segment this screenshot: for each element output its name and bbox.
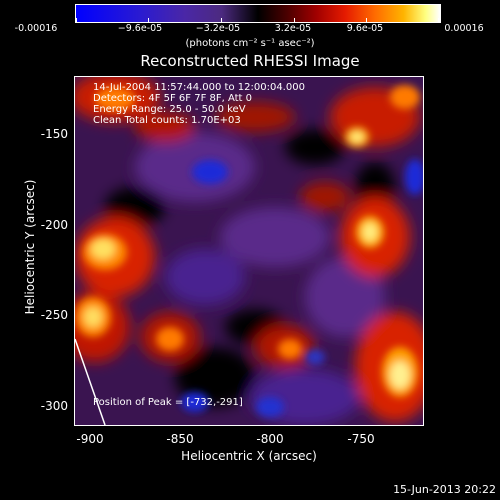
colorbar-tick-label: −3.2e-05 <box>195 23 241 34</box>
y-axis-label: Heliocentric Y (arcsec) <box>23 179 37 315</box>
y-tick-label: -200 <box>40 218 68 232</box>
colorbar-tick-label: 9.6e-05 <box>346 23 384 34</box>
x-tick-label: -750 <box>347 432 375 446</box>
rhessi-image-map <box>75 77 423 425</box>
x-tick-label: -850 <box>166 432 194 446</box>
info-peak-position: Position of Peak = [-732,-291] <box>93 397 243 408</box>
x-tick-label: -800 <box>256 432 284 446</box>
colorbar-tick-label: -0.00016 <box>14 23 58 34</box>
info-time-range: 14-Jul-2004 11:57:44.000 to 12:00:04.000 <box>93 82 305 93</box>
colorbar-tick-label: 3.2e-05 <box>274 23 312 34</box>
info-clean-counts: Clean Total counts: 1.70E+03 <box>93 115 241 126</box>
colorbar-tick-label: 0.00016 <box>444 23 484 34</box>
colorbar-tick-mark <box>366 18 367 22</box>
info-energy-range: Energy Range: 25.0 - 50.0 keV <box>93 104 246 115</box>
colorbar-tick-mark <box>294 18 295 22</box>
x-tick-label: -900 <box>76 432 104 446</box>
colorbar-tick-mark <box>76 18 77 22</box>
y-tick-label: -250 <box>40 308 68 322</box>
y-tick-label: -300 <box>40 399 68 413</box>
plot-title: Reconstructed RHESSI Image <box>140 52 360 70</box>
rhessi-image: 14-Jul-2004 11:57:44.000 to 12:00:04.000… <box>74 76 424 426</box>
info-detectors: Detectors: 4F 5F 6F 7F 8F, Att 0 <box>93 93 253 104</box>
footer-timestamp: 15-Jun-2013 20:22 <box>393 483 496 496</box>
colorbar <box>75 4 441 23</box>
colorbar-tick-mark <box>148 18 149 22</box>
colorbar-tick-mark <box>221 18 222 22</box>
colorbar-tick-label: −9.6e-05 <box>117 23 163 34</box>
colorbar-units: (photons cm⁻² s⁻¹ asec⁻²) <box>185 38 315 49</box>
y-tick-label: -150 <box>40 127 68 141</box>
x-axis-label: Heliocentric X (arcsec) <box>181 449 317 463</box>
colorbar-tick-mark <box>438 18 439 22</box>
